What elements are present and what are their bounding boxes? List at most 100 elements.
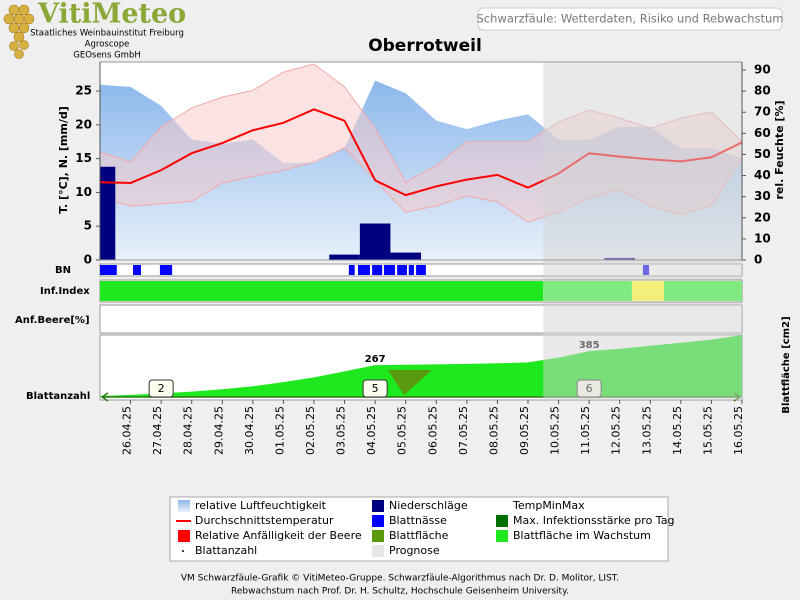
legend-swatch xyxy=(178,500,190,512)
y2-tick-label: 60 xyxy=(754,126,771,140)
leaf-wetness xyxy=(100,265,117,275)
y3-axis-label: Blattfläche [cm2] xyxy=(781,316,792,413)
forecast-overlay xyxy=(543,62,742,400)
leaf-wetness xyxy=(358,265,370,275)
infection-segment xyxy=(631,281,665,301)
legend-swatch xyxy=(372,545,384,557)
x-tick-label: 05.05.25 xyxy=(396,406,409,455)
legend-label: Max. Infektionsstärke pro Tag xyxy=(513,514,674,527)
leaf-wetness xyxy=(348,265,355,275)
leaf-wetness xyxy=(133,265,141,275)
infection-segment xyxy=(543,281,632,301)
y-tick-label: 5 xyxy=(84,219,92,233)
leaf-count-box xyxy=(148,379,174,398)
x-tick-label: 15.05.25 xyxy=(701,406,714,455)
x-tick-label: 09.05.25 xyxy=(518,406,531,455)
logo-grapes xyxy=(3,4,35,59)
y2-tick-label: 40 xyxy=(754,168,771,182)
legend-label: Relative Anfälligkeit der Beere xyxy=(195,529,362,542)
x-tick-label: 03.05.25 xyxy=(335,406,348,455)
legend-label: Blattanzahl xyxy=(195,544,257,557)
leaf-wetness xyxy=(372,265,383,275)
y2-tick-label: 10 xyxy=(754,231,771,245)
x-tick-label: 07.05.25 xyxy=(457,406,470,455)
x-tick-label: 12.05.25 xyxy=(610,406,623,455)
x-tick-label: 10.05.25 xyxy=(549,406,562,455)
x-tick-label: 11.05.25 xyxy=(579,406,592,455)
legend-label: Durchschnittstemperatur xyxy=(195,514,334,527)
leaf-wetness xyxy=(159,265,173,275)
page-title: Schwarzfäule: Wetterdaten, Risiko und Re… xyxy=(477,12,784,26)
legend-label: Blattfläche xyxy=(389,529,449,542)
legend-swatch xyxy=(496,515,508,527)
y2-tick-label: 20 xyxy=(754,210,771,224)
row-label: Blattanzahl xyxy=(26,391,90,402)
legend-label: Blattnässe xyxy=(389,514,447,527)
x-tick-label: 26.04.25 xyxy=(121,406,134,455)
y-tick-label: 0 xyxy=(84,253,92,267)
y-axis-label: T. [°C], N. [mm/d] xyxy=(57,106,70,214)
legend-swatch xyxy=(182,550,184,552)
infection-segment xyxy=(100,281,544,301)
leaf-count: 5 xyxy=(372,382,379,395)
precipitation-bar xyxy=(359,223,391,260)
institution: GEOsens GmbH xyxy=(73,51,140,61)
y2-tick-label: 90 xyxy=(754,63,771,77)
row-label: Anf.Beere[%] xyxy=(15,315,90,326)
leaf-wetness xyxy=(416,265,426,275)
legend-label: Blattfläche im Wachstum xyxy=(513,529,651,542)
institution: Staatliches Weinbauinstitut Freiburg xyxy=(30,29,184,39)
leaf-area-old xyxy=(388,370,432,395)
legend-swatch xyxy=(372,500,384,512)
x-tick-label: 28.04.25 xyxy=(182,406,195,455)
row-label: BN xyxy=(55,265,71,276)
x-tick-label: 29.04.25 xyxy=(212,406,225,455)
infection-segment xyxy=(664,281,742,301)
legend-swatch xyxy=(372,515,384,527)
y2-tick-label: 30 xyxy=(754,189,771,203)
y-tick-label: 25 xyxy=(75,84,92,98)
x-tick-label: 16.05.25 xyxy=(732,406,745,455)
y-tick-label: 15 xyxy=(75,151,92,165)
y-tick-label: 20 xyxy=(75,117,92,131)
x-tick-label: 14.05.25 xyxy=(671,406,684,455)
y2-tick-label: 70 xyxy=(754,105,771,119)
legend-label: TempMinMax xyxy=(512,499,585,512)
y2-tick-label: 50 xyxy=(754,147,771,161)
page-title-box xyxy=(477,7,783,31)
y2-tick-label: 80 xyxy=(754,84,771,98)
legend-swatch xyxy=(496,530,508,542)
x-tick-label: 27.04.25 xyxy=(151,406,164,455)
x-tick-label: 08.05.25 xyxy=(487,406,500,455)
x-tick-label: 30.04.25 xyxy=(243,406,256,455)
legend-swatch xyxy=(372,530,384,542)
precipitation-bar xyxy=(100,166,116,260)
x-tick-label: 04.05.25 xyxy=(365,406,378,455)
legend-swatch xyxy=(178,530,190,542)
row-label: Inf.Index xyxy=(40,286,90,297)
x-tick-label: 01.05.25 xyxy=(273,406,286,455)
leaf-wetness xyxy=(384,265,396,275)
precipitation-bar xyxy=(390,252,421,260)
logo-text: VitiMeteo xyxy=(37,0,186,30)
legend-label: Niederschläge xyxy=(389,499,468,512)
leaf-area-label: 267 xyxy=(365,354,386,365)
chart-title: Oberrotweil xyxy=(368,36,482,56)
footer: VM Schwarzfäule-Grafik © VitiMeteo-Grupp… xyxy=(181,574,619,584)
legend-label: relative Luftfeuchtigkeit xyxy=(195,499,327,512)
y-tick-label: 10 xyxy=(75,185,92,199)
footer: Rebwachstum nach Prof. Dr. H. Schultz, H… xyxy=(231,587,569,597)
legend xyxy=(169,496,669,562)
leaf-count: 2 xyxy=(158,382,165,395)
x-tick-label: 06.05.25 xyxy=(426,406,439,455)
leaf-wetness xyxy=(408,265,414,275)
x-tick-label: 13.05.25 xyxy=(640,406,653,455)
legend-label: Prognose xyxy=(389,544,440,557)
x-tick-label: 02.05.25 xyxy=(304,406,317,455)
precipitation-bar xyxy=(329,254,360,260)
leaf-count-box xyxy=(362,379,388,398)
institution: Agroscope xyxy=(85,40,130,50)
